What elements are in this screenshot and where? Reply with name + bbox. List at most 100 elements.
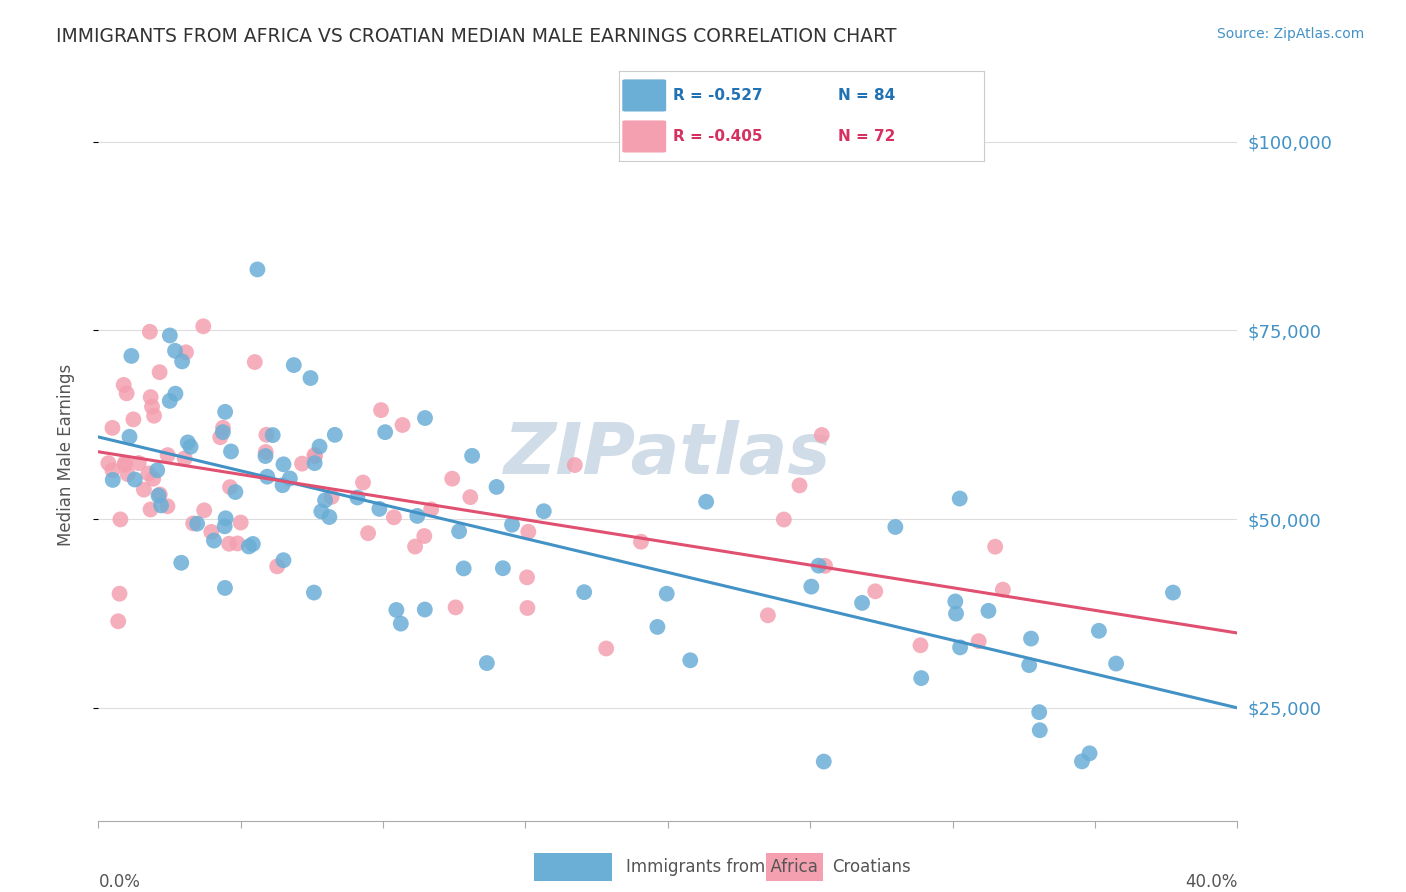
Point [967, 634, 990, 648]
Point [214, 581, 236, 595]
Point [413, 602, 436, 616]
Point [202, 533, 225, 548]
Point [1105, 657, 1128, 671]
Text: R = -0.405: R = -0.405 [673, 129, 763, 144]
Point [420, 502, 443, 516]
Point [374, 425, 396, 439]
Point [314, 493, 336, 508]
Text: N = 84: N = 84 [838, 88, 896, 103]
Point [1029, 723, 1052, 738]
Point [159, 328, 181, 343]
Text: R = -0.527: R = -0.527 [673, 88, 763, 103]
Point [492, 561, 515, 575]
Point [851, 596, 873, 610]
Point [1018, 658, 1040, 673]
Point [118, 430, 141, 444]
Point [318, 510, 340, 524]
Point [101, 421, 124, 435]
Point [209, 430, 232, 444]
Point [949, 491, 972, 506]
Point [214, 405, 236, 419]
Point [807, 558, 830, 573]
Point [149, 365, 172, 379]
Text: N = 72: N = 72 [838, 129, 896, 144]
Point [346, 491, 368, 505]
Point [141, 400, 163, 414]
Text: IMMIGRANTS FROM AFRICA VS CROATIAN MEDIAN MALE EARNINGS CORRELATION CHART: IMMIGRANTS FROM AFRICA VS CROATIAN MEDIA… [56, 27, 897, 45]
Point [243, 355, 266, 369]
Point [382, 510, 405, 524]
Point [564, 458, 586, 472]
Point [115, 386, 138, 401]
Point [368, 501, 391, 516]
Point [516, 601, 538, 615]
Point [516, 570, 538, 584]
Point [101, 463, 124, 477]
Point [273, 458, 295, 472]
Point [214, 511, 236, 525]
Point [370, 403, 392, 417]
Point [679, 653, 702, 667]
Point [773, 512, 796, 526]
Point [695, 495, 717, 509]
Point [139, 502, 162, 516]
Point [458, 490, 481, 504]
Point [173, 451, 195, 466]
Point [1078, 747, 1101, 761]
Point [304, 449, 326, 463]
Point [186, 516, 208, 531]
Point [110, 512, 132, 526]
Point [219, 444, 242, 458]
Point [254, 427, 277, 442]
Point [517, 524, 540, 539]
Point [991, 582, 1014, 597]
Point [143, 409, 166, 423]
Point [112, 378, 135, 392]
Point [413, 411, 436, 425]
Point [299, 371, 322, 385]
Point [177, 435, 200, 450]
Point [865, 584, 887, 599]
Point [120, 349, 142, 363]
Point [142, 472, 165, 486]
Point [1071, 755, 1094, 769]
Point [389, 616, 412, 631]
Point [226, 536, 249, 550]
Point [441, 472, 464, 486]
Text: 40.0%: 40.0% [1185, 873, 1237, 891]
Point [229, 516, 252, 530]
Text: ZIPatlas: ZIPatlas [505, 420, 831, 490]
Point [242, 537, 264, 551]
Point [256, 469, 278, 483]
Point [984, 540, 1007, 554]
Point [813, 755, 835, 769]
Point [246, 262, 269, 277]
Point [254, 449, 277, 463]
Point [122, 412, 145, 426]
Point [323, 427, 346, 442]
Text: Immigrants from Africa: Immigrants from Africa [626, 858, 817, 876]
Point [271, 478, 294, 492]
Point [180, 440, 202, 454]
Point [945, 607, 967, 621]
Point [193, 503, 215, 517]
Point [630, 534, 652, 549]
Point [278, 471, 301, 485]
Point [218, 537, 240, 551]
FancyBboxPatch shape [623, 120, 666, 153]
Point [212, 425, 235, 439]
Point [385, 603, 408, 617]
Point [406, 508, 429, 523]
Point [485, 480, 508, 494]
Point [214, 519, 236, 533]
Point [910, 671, 932, 685]
Text: Croatians: Croatians [832, 858, 911, 876]
Point [262, 428, 284, 442]
Point [107, 614, 129, 628]
Point [1088, 624, 1111, 638]
Point [810, 428, 832, 442]
Point [655, 587, 678, 601]
Point [357, 526, 380, 541]
Point [321, 490, 343, 504]
Point [200, 524, 222, 539]
